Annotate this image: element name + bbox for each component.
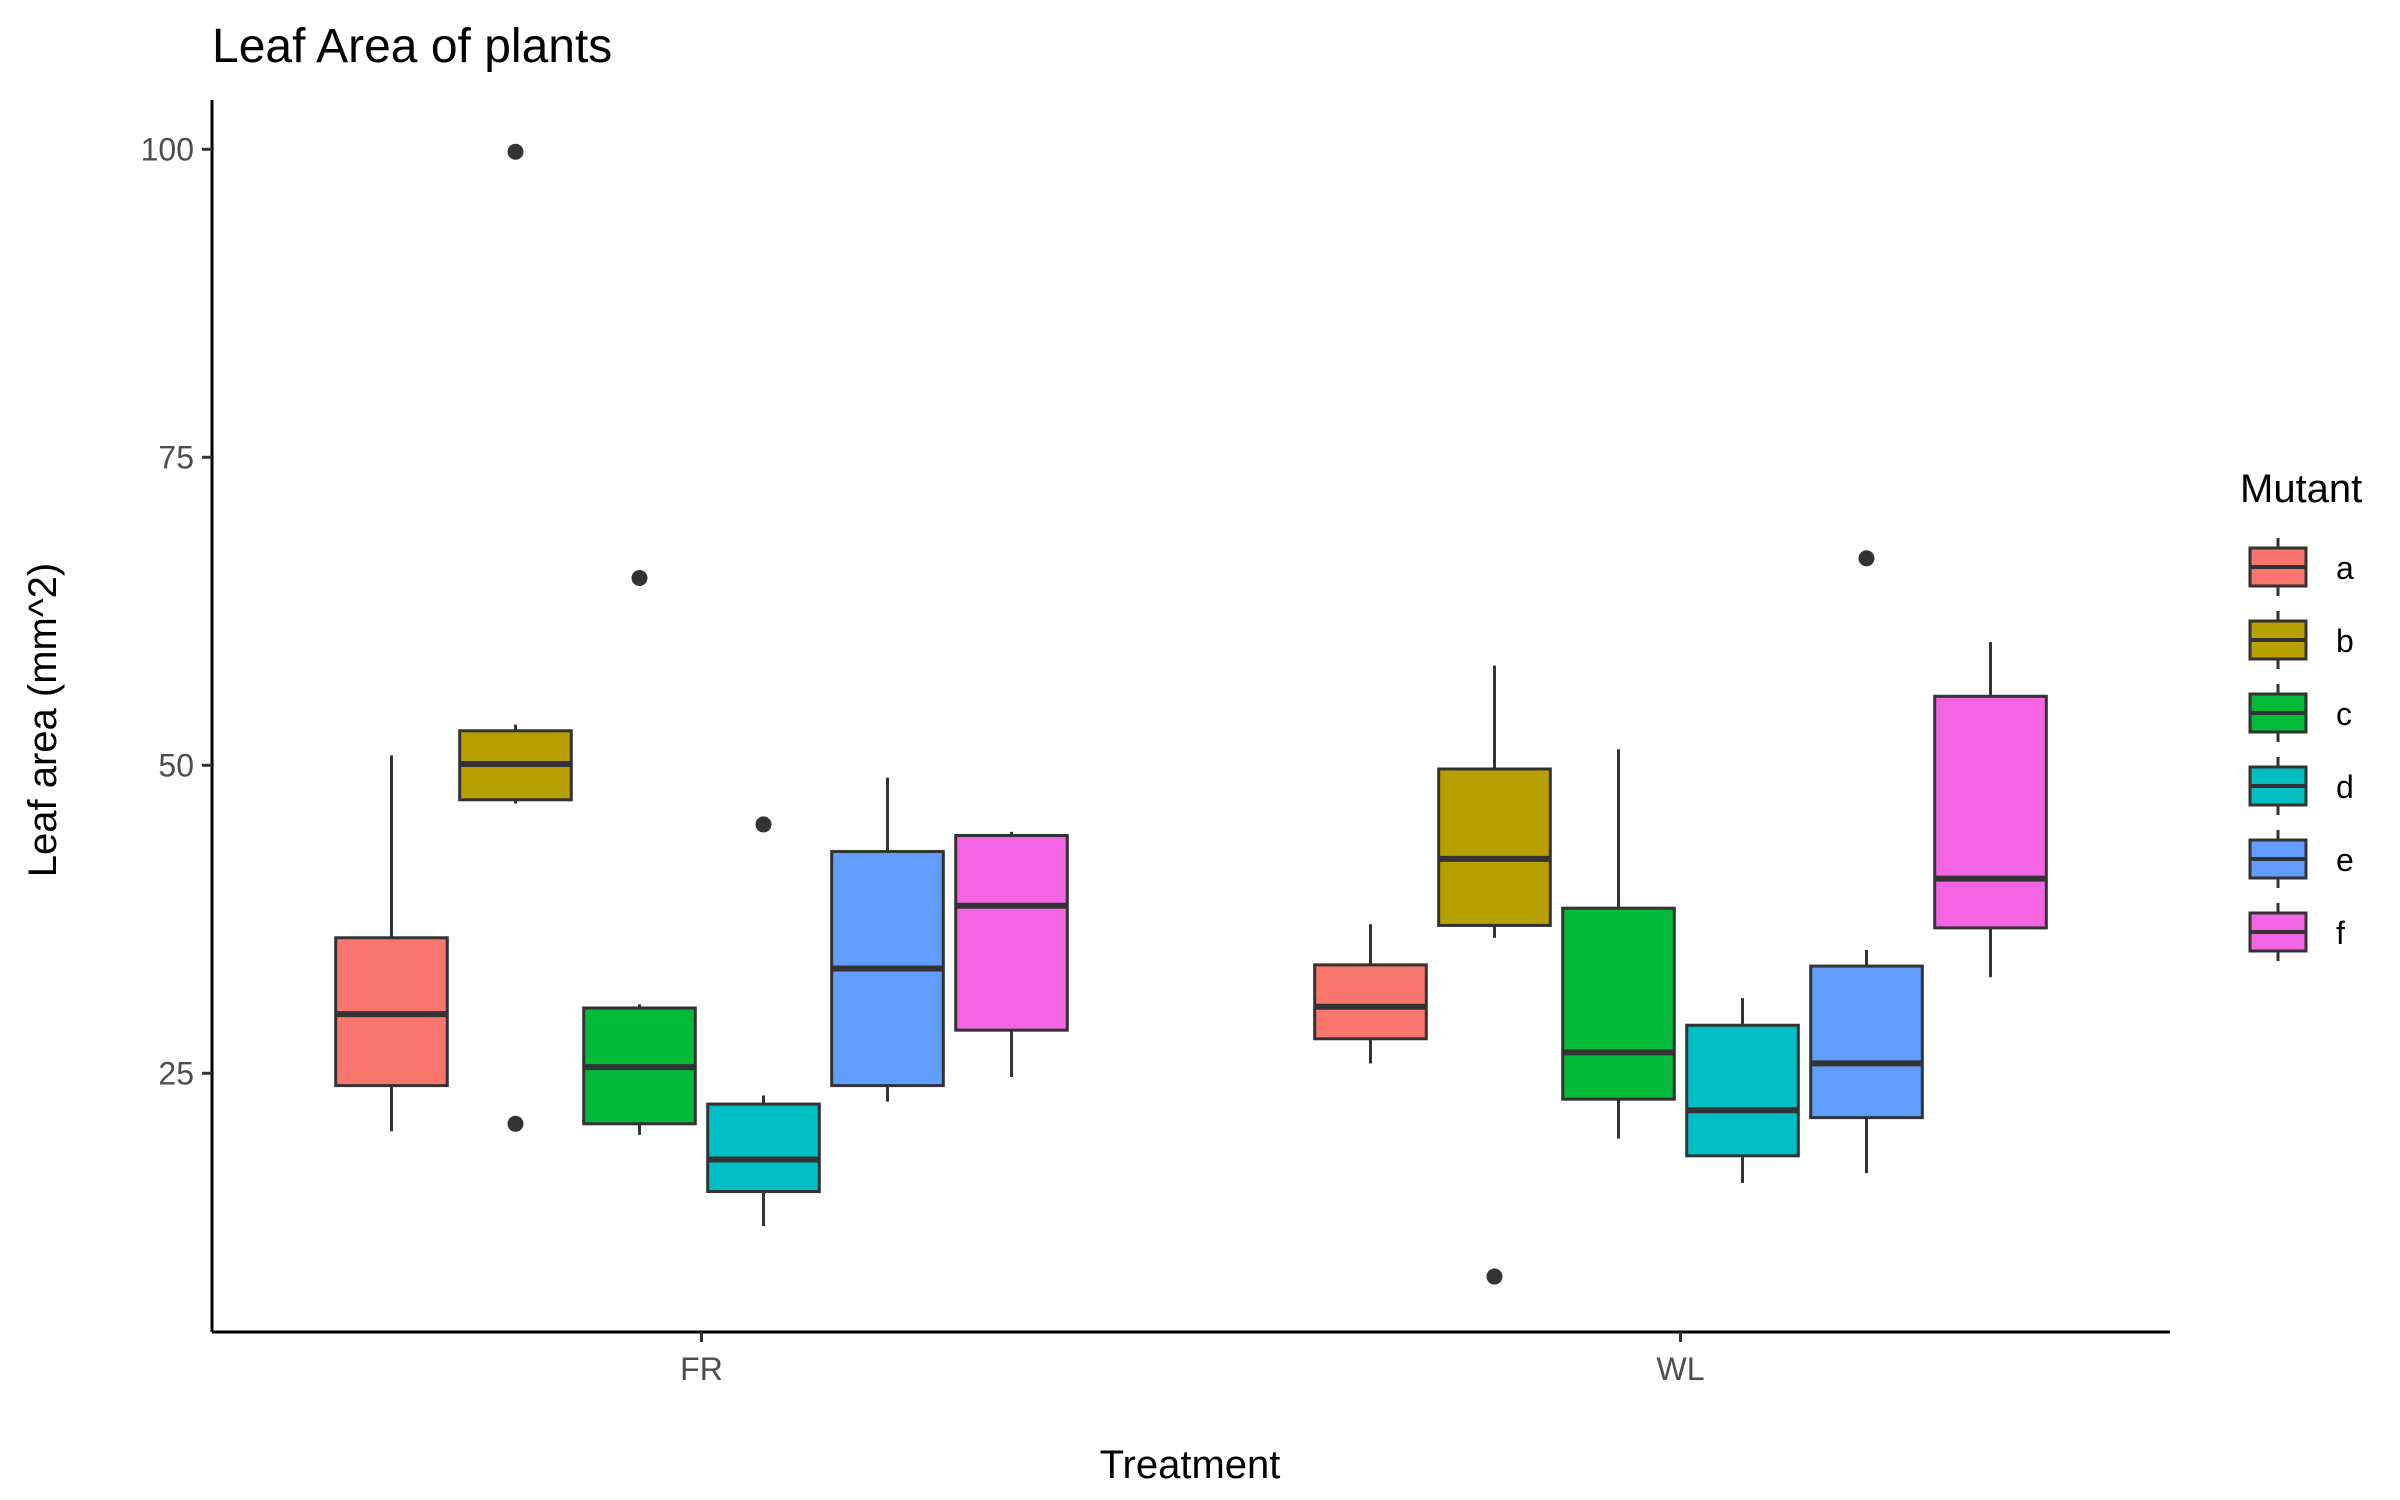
box-c-WL (1561, 749, 1676, 1139)
outlier-point (507, 143, 524, 160)
legend-label: e (2336, 842, 2354, 878)
axes: 25 50 75 100 FR WL (141, 100, 2170, 1387)
box-a-WL (1313, 924, 1428, 1064)
x-tick-label: FR (680, 1351, 723, 1387)
box-e-FR (830, 777, 945, 1102)
legend-item-d: d (2248, 757, 2354, 815)
outlier-point (1486, 1268, 1503, 1285)
legend-label: c (2336, 696, 2352, 732)
box-d-FR (706, 816, 821, 1227)
box-e-WL (1809, 550, 1924, 1174)
legend-label: d (2336, 769, 2354, 805)
box-body (706, 1102, 821, 1194)
chart-title: Leaf Area of plants (212, 20, 612, 73)
legend-item-c: c (2248, 684, 2352, 742)
legend-item-e: e (2248, 830, 2354, 888)
y-tick-label: 25 (158, 1055, 194, 1091)
outlier-point (507, 1115, 524, 1132)
box-d-WL (1685, 998, 1800, 1183)
box-b-FR (458, 143, 573, 1132)
box-c-FR (582, 570, 697, 1135)
legend-label: f (2336, 915, 2345, 951)
box-body (954, 834, 1069, 1032)
box-body (1437, 767, 1552, 927)
outlier-point (755, 816, 772, 833)
box-f-WL (1933, 642, 2048, 978)
outlier-point (631, 570, 648, 587)
box-body (1933, 694, 2048, 930)
box-body (1313, 963, 1428, 1041)
y-tick-label: 75 (158, 439, 194, 475)
legend-label: a (2336, 550, 2354, 586)
box-body (1561, 906, 1676, 1101)
legend: Mutant a b c d e f (2240, 467, 2362, 961)
x-axis-title: Treatment (1100, 1443, 1281, 1487)
y-tick-label: 50 (158, 747, 194, 783)
x-tick-label: WL (1657, 1351, 1705, 1387)
box-body (1809, 964, 1924, 1120)
legend-item-a: a (2248, 538, 2354, 596)
box-b-WL (1437, 665, 1552, 1285)
legend-title: Mutant (2240, 467, 2362, 511)
y-axis-title: Leaf area (mm^2) (21, 563, 65, 877)
legend-item-f: f (2248, 903, 2345, 961)
box-f-FR (954, 831, 1069, 1077)
outlier-point (1858, 550, 1875, 567)
legend-label: b (2336, 623, 2354, 659)
box-a-FR (334, 755, 449, 1132)
box-body (1685, 1023, 1800, 1158)
legend-item-b: b (2248, 611, 2354, 669)
plot-area (334, 143, 2048, 1285)
y-tick-label: 100 (141, 131, 194, 167)
